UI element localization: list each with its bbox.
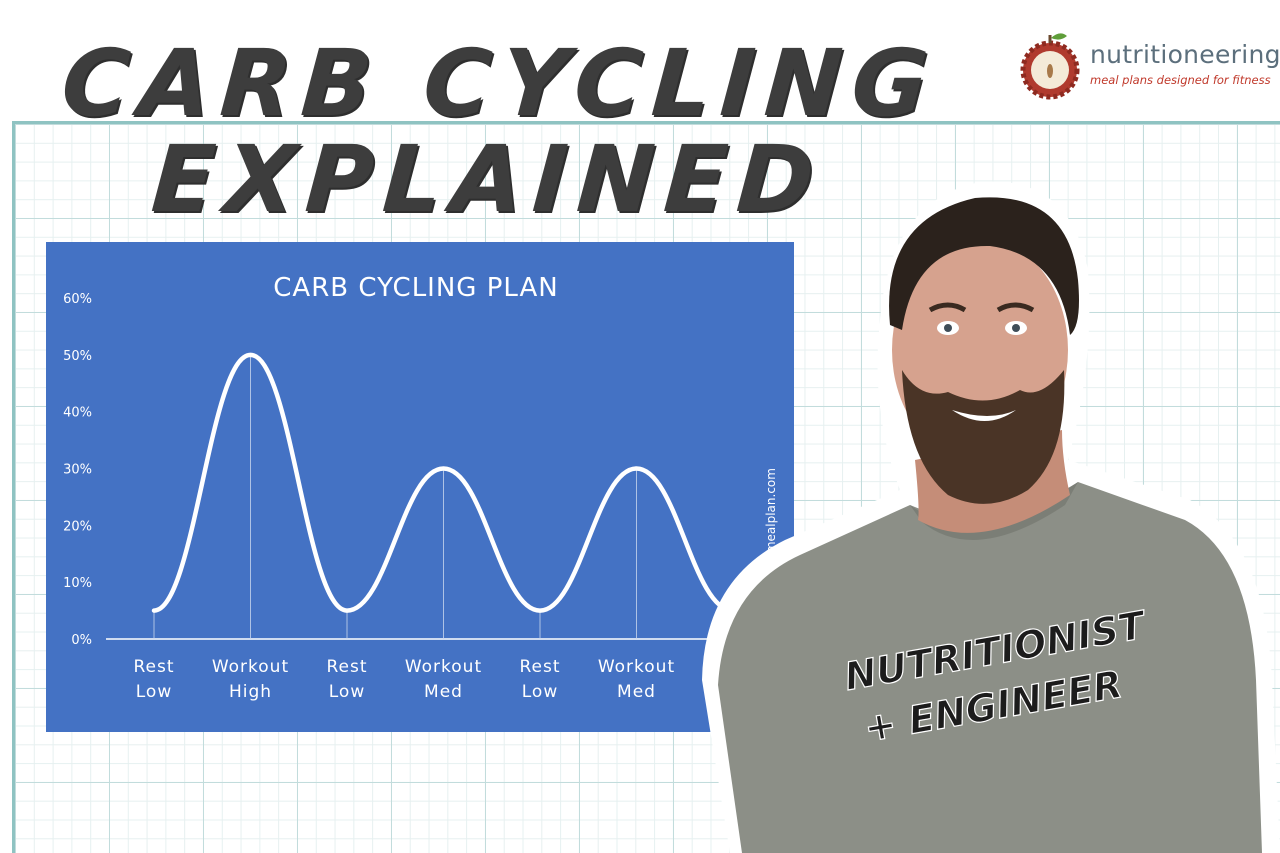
chart-panel: CARB CYCLING PLAN 0% 10% 20% 30% 40% 50% 60% Res… [46,242,794,732]
data-point [153,610,155,612]
x-category-label: Rest [133,657,174,677]
series-line [151,352,736,613]
x-category-label: Workout [212,657,289,677]
title-line-1: CARB CYCLING [58,30,942,137]
y-tick-label: 40% [63,406,92,421]
y-tick-label: 0% [71,633,92,648]
x-category-label: High [229,682,272,702]
data-point [539,610,541,612]
y-tick-label: 20% [63,519,92,534]
x-category-label: Med [617,682,656,702]
x-category-label: Rest [519,657,560,677]
x-category-label: Low [522,682,558,702]
carb-cycling-chart: CARB CYCLING PLAN 0% 10% 20% 30% 40% 50% 60% Res… [63,273,786,702]
logo-tagline: meal plans designed for fitness [1090,73,1271,87]
y-tick-label: 50% [63,349,92,364]
x-category-label: Low [136,682,172,702]
x-category-label: Workout [598,657,675,677]
presenter-photo: NUTRITIONIST + ENGINEER [702,181,1280,853]
data-point [346,610,348,612]
x-category-label: Rest [326,657,367,677]
data-point [443,468,444,469]
x-category-label: Med [424,682,463,702]
chart-title: CARB CYCLING PLAN [273,273,558,303]
x-category-label: Low [329,682,365,702]
logo: nutritioneering meal plans designed for … [1020,30,1280,102]
x-category-label: Workout [405,657,482,677]
data-point [250,354,251,356]
logo-name: nutritioneering [1090,40,1280,69]
y-tick-label: 30% [63,463,92,478]
y-tick-label: 10% [63,576,92,591]
data-point [636,468,637,469]
apple-logo-icon [1020,33,1080,100]
y-tick-label: 60% [63,292,92,307]
